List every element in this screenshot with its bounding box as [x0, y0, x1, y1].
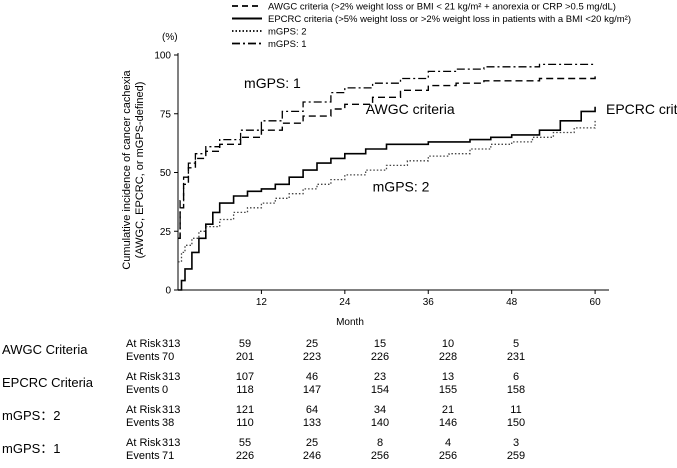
axes: 0 25 50 75 100 12 24 36 48 60 [154, 51, 609, 308]
at-risk-cell: 5 [512, 338, 520, 350]
events-cell: 0 [162, 384, 169, 396]
y-tick-label: 0 [165, 286, 171, 297]
events-cell: 110 [236, 417, 254, 429]
at-risk-cell: 21 [441, 404, 455, 416]
events-cell: 246 [302, 450, 322, 462]
events-cell: 223 [302, 351, 322, 363]
at-risk-cell: 4 [444, 437, 452, 449]
events-cell: 256 [438, 450, 458, 462]
events-cell: 256 [370, 450, 390, 462]
series-line-mgps1 [178, 63, 596, 239]
events-cell: 228 [438, 351, 458, 363]
legend-label-mgps2: mGPS: 2 [268, 27, 307, 38]
events-cell: 154 [370, 384, 390, 396]
annotation-awgc: AWGC criteria [366, 101, 455, 117]
legend-label-awgc: AWGC criteria (>2% weight loss or BMI < … [268, 2, 616, 13]
at-risk-cell: 23 [373, 371, 387, 383]
y-tick-label: 50 [160, 168, 172, 179]
events-label: Events [126, 351, 160, 363]
at-risk-cell: 34 [373, 404, 387, 416]
at-risk-cell: 59 [238, 338, 252, 350]
events-cell: 146 [438, 417, 458, 429]
y-tick-label: 100 [154, 51, 171, 62]
at-risk-cell: 25 [305, 338, 319, 350]
at-risk-cell: 6 [512, 371, 520, 383]
events-cell: 226 [370, 351, 390, 363]
at-risk-cell: 11 [510, 404, 522, 416]
series-line-epcrc [178, 106, 596, 291]
x-axis-label: Month [336, 317, 364, 328]
at-risk-cell: 15 [373, 338, 387, 350]
legend: AWGC criteria (>2% weight loss or BMI < … [232, 2, 631, 50]
events-cell: 38 [162, 417, 175, 429]
at-risk-cell: 64 [305, 404, 319, 416]
events-label: Events [126, 450, 160, 462]
events-cell: 71 [162, 450, 175, 462]
events-label: Events [126, 417, 160, 429]
events-cell: 155 [438, 384, 458, 396]
y-axis-unit: (%) [162, 32, 178, 43]
at-risk-cell: 313 [162, 437, 181, 449]
x-tick-label: 36 [423, 297, 435, 308]
risk-group-name: AWGC Criteria [2, 342, 88, 357]
at-risk-cell: 46 [305, 371, 319, 383]
y-axis-label-line2: (AWGC, EPCRC, or mGPS-defined) [134, 82, 146, 259]
at-risk-cell: 55 [238, 437, 252, 449]
at-risk-label: At Risk [126, 437, 161, 449]
legend-label-epcrc: EPCRC criteria (>5% weight loss or >2% w… [268, 14, 631, 25]
events-cell: 147 [302, 384, 322, 396]
risk-group-name: EPCRC Criteria [2, 375, 94, 390]
series-line-awgc [178, 76, 596, 239]
y-tick-label: 25 [160, 227, 172, 238]
at-risk-cell: 3 [512, 437, 520, 449]
events-cell: 201 [235, 351, 255, 363]
legend-label-mgps1: mGPS: 1 [268, 39, 307, 50]
at-risk-cell: 25 [305, 437, 319, 449]
risk-group-name: mGPS：1 [2, 441, 61, 456]
at-risk-label: At Risk [126, 371, 161, 383]
annotation-mgps2: mGPS: 2 [373, 178, 430, 194]
x-tick-label: 60 [590, 297, 602, 308]
at-risk-label: At Risk [126, 338, 161, 350]
annotation-epcrc: EPCRC criteria [606, 101, 677, 117]
events-cell: 231 [506, 351, 526, 363]
events-cell: 118 [236, 384, 254, 396]
at-risk-cell: 313 [162, 404, 181, 416]
x-tick-label: 12 [256, 297, 268, 308]
at-risk-cell: 10 [441, 338, 455, 350]
y-tick-label: 75 [160, 109, 172, 120]
at-risk-cell: 121 [235, 404, 255, 416]
x-tick-label: 48 [506, 297, 518, 308]
annotations: mGPS: 1 AWGC criteria EPCRC criteria mGPS: … [244, 75, 677, 194]
x-tick-label: 24 [339, 297, 351, 308]
at-risk-label: At Risk [126, 404, 161, 416]
at-risk-cell: 8 [376, 437, 384, 449]
at-risk-cell: 13 [441, 371, 455, 383]
events-cell: 158 [506, 384, 526, 396]
y-axis-label: Cumulative incidence of cancer cachexia … [121, 69, 146, 269]
events-label: Events [126, 384, 160, 396]
at-risk-cell: 313 [162, 371, 181, 383]
events-cell: 150 [506, 417, 526, 429]
at-risk-cell: 313 [162, 338, 181, 350]
y-axis-label-line1: Cumulative incidence of cancer cachexia [121, 69, 133, 269]
risk-group-name: mGPS：2 [2, 408, 61, 423]
events-cell: 259 [506, 450, 526, 462]
cumulative-incidence-chart: AWGC criteria (>2% weight loss or BMI < … [121, 2, 677, 329]
events-cell: 70 [162, 351, 175, 363]
events-cell: 226 [235, 450, 255, 462]
events-cell: 133 [302, 417, 322, 429]
annotation-mgps1: mGPS: 1 [244, 75, 301, 91]
plot-area [178, 63, 596, 291]
events-cell: 140 [370, 417, 390, 429]
at-risk-cell: 107 [235, 371, 255, 383]
